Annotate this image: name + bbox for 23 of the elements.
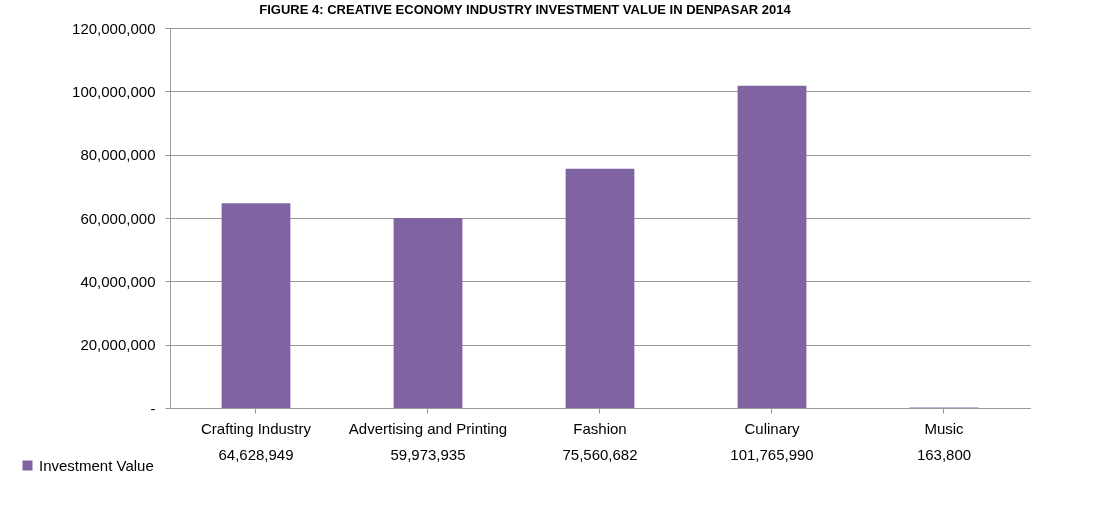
data-label: 101,765,990	[730, 446, 814, 463]
bar	[565, 168, 635, 408]
legend-label: Investment Value	[39, 456, 154, 474]
x-tick-label: Fashion	[573, 419, 627, 437]
x-tick-label: Music	[924, 419, 965, 437]
data-label: 59,973,935	[390, 446, 466, 463]
bar	[737, 85, 807, 408]
x-tick-label: Crafting Industry	[200, 419, 312, 437]
y-tick-label: 40,000,000	[80, 272, 156, 290]
y-tick-label: 60,000,000	[80, 209, 156, 227]
y-tick-label: 120,000,000	[72, 19, 156, 37]
y-tick-label: 20,000,000	[80, 336, 156, 354]
chart-title: FIGURE 4: CREATIVE ECONOMY INDUSTRY INVESTMENT VALUE IN DENPASAR 2014	[259, 2, 792, 17]
y-tick-label: 100,000,000	[72, 82, 156, 100]
data-label: 75,560,682	[562, 446, 638, 463]
x-tick-label: Culinary	[744, 419, 800, 437]
bar	[393, 218, 463, 408]
data-label: 64,628,949	[218, 446, 294, 463]
data-label: 163,800	[916, 446, 972, 463]
x-tick-label: Advertising and Printing	[348, 419, 508, 437]
y-tick-label: 80,000,000	[80, 146, 156, 164]
bar	[221, 203, 291, 408]
y-tick-label: -	[150, 399, 156, 417]
